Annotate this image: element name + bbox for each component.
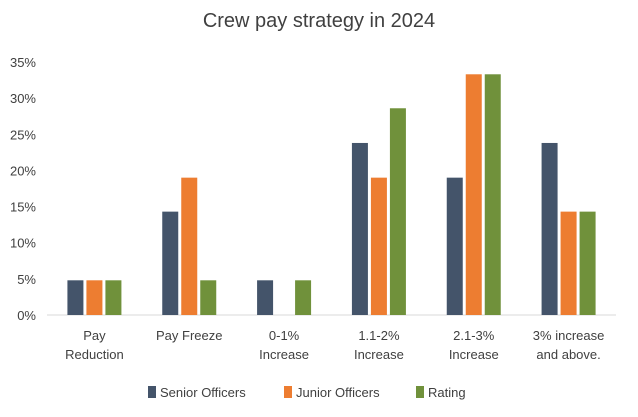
- x-category-label: Pay Freeze: [156, 328, 222, 343]
- legend-label: Senior Officers: [160, 385, 246, 400]
- y-tick-label: 20%: [10, 163, 36, 178]
- legend-swatch: [416, 386, 424, 398]
- legend-swatch: [148, 386, 156, 398]
- bar: [465, 74, 482, 315]
- x-category-label: Increase: [449, 347, 499, 362]
- y-tick-label: 5%: [17, 272, 36, 287]
- legend-label: Junior Officers: [296, 385, 380, 400]
- bar: [541, 142, 558, 315]
- bar: [351, 142, 368, 315]
- y-tick-label: 15%: [10, 200, 36, 215]
- bar: [181, 177, 198, 315]
- bar: [200, 280, 217, 315]
- y-tick-label: 10%: [10, 236, 36, 251]
- bar: [579, 211, 596, 315]
- category-labels: Pay Reduction Pay Freeze 0-1% Increase 1.1-2%…: [65, 328, 604, 362]
- x-category-label: 1.1-2%: [358, 328, 400, 343]
- x-category-label: and above.: [536, 347, 600, 362]
- y-axis-ticks: 0% 5% 10% 15% 20% 25% 30% 35%: [10, 55, 36, 323]
- bar: [446, 177, 463, 315]
- bar: [67, 280, 84, 315]
- x-category-label: Increase: [354, 347, 404, 362]
- legend-swatch: [284, 386, 292, 398]
- bar: [484, 74, 501, 315]
- y-tick-label: 35%: [10, 55, 36, 70]
- chart-title: Crew pay strategy in 2024: [203, 10, 435, 32]
- x-category-label: Increase: [259, 347, 309, 362]
- y-tick-label: 0%: [17, 308, 36, 323]
- bar: [86, 280, 103, 315]
- bar: [162, 211, 179, 315]
- bar: [257, 280, 274, 315]
- x-category-label: Pay: [83, 328, 106, 343]
- legend: Senior Officers Junior Officers Rating: [148, 385, 466, 400]
- bar: [370, 177, 387, 315]
- x-category-label: 0-1%: [269, 328, 300, 343]
- y-tick-label: 30%: [10, 91, 36, 106]
- x-category-label: Reduction: [65, 347, 124, 362]
- legend-label: Rating: [428, 385, 466, 400]
- bar: [295, 280, 312, 315]
- bar: [389, 108, 406, 316]
- bars-group: [67, 74, 596, 316]
- x-category-label: 3% increase: [533, 328, 605, 343]
- y-tick-label: 25%: [10, 127, 36, 142]
- bar: [105, 280, 122, 315]
- bar: [560, 211, 577, 315]
- x-category-label: 2.1-3%: [453, 328, 495, 343]
